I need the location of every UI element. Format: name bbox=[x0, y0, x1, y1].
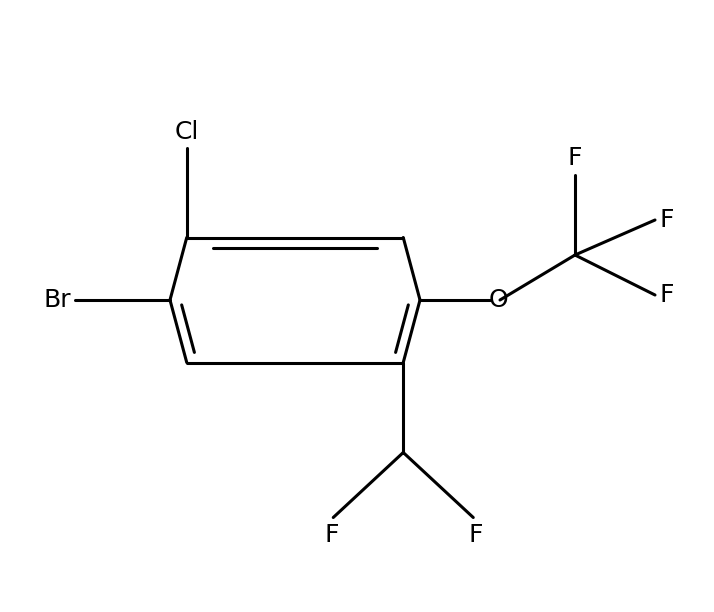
Text: F: F bbox=[468, 523, 483, 547]
Text: F: F bbox=[324, 523, 338, 547]
Text: Cl: Cl bbox=[174, 119, 199, 143]
Text: O: O bbox=[488, 288, 508, 312]
Text: Br: Br bbox=[44, 288, 71, 312]
Text: F: F bbox=[568, 146, 582, 170]
Text: F: F bbox=[659, 208, 673, 232]
Text: F: F bbox=[659, 283, 673, 307]
